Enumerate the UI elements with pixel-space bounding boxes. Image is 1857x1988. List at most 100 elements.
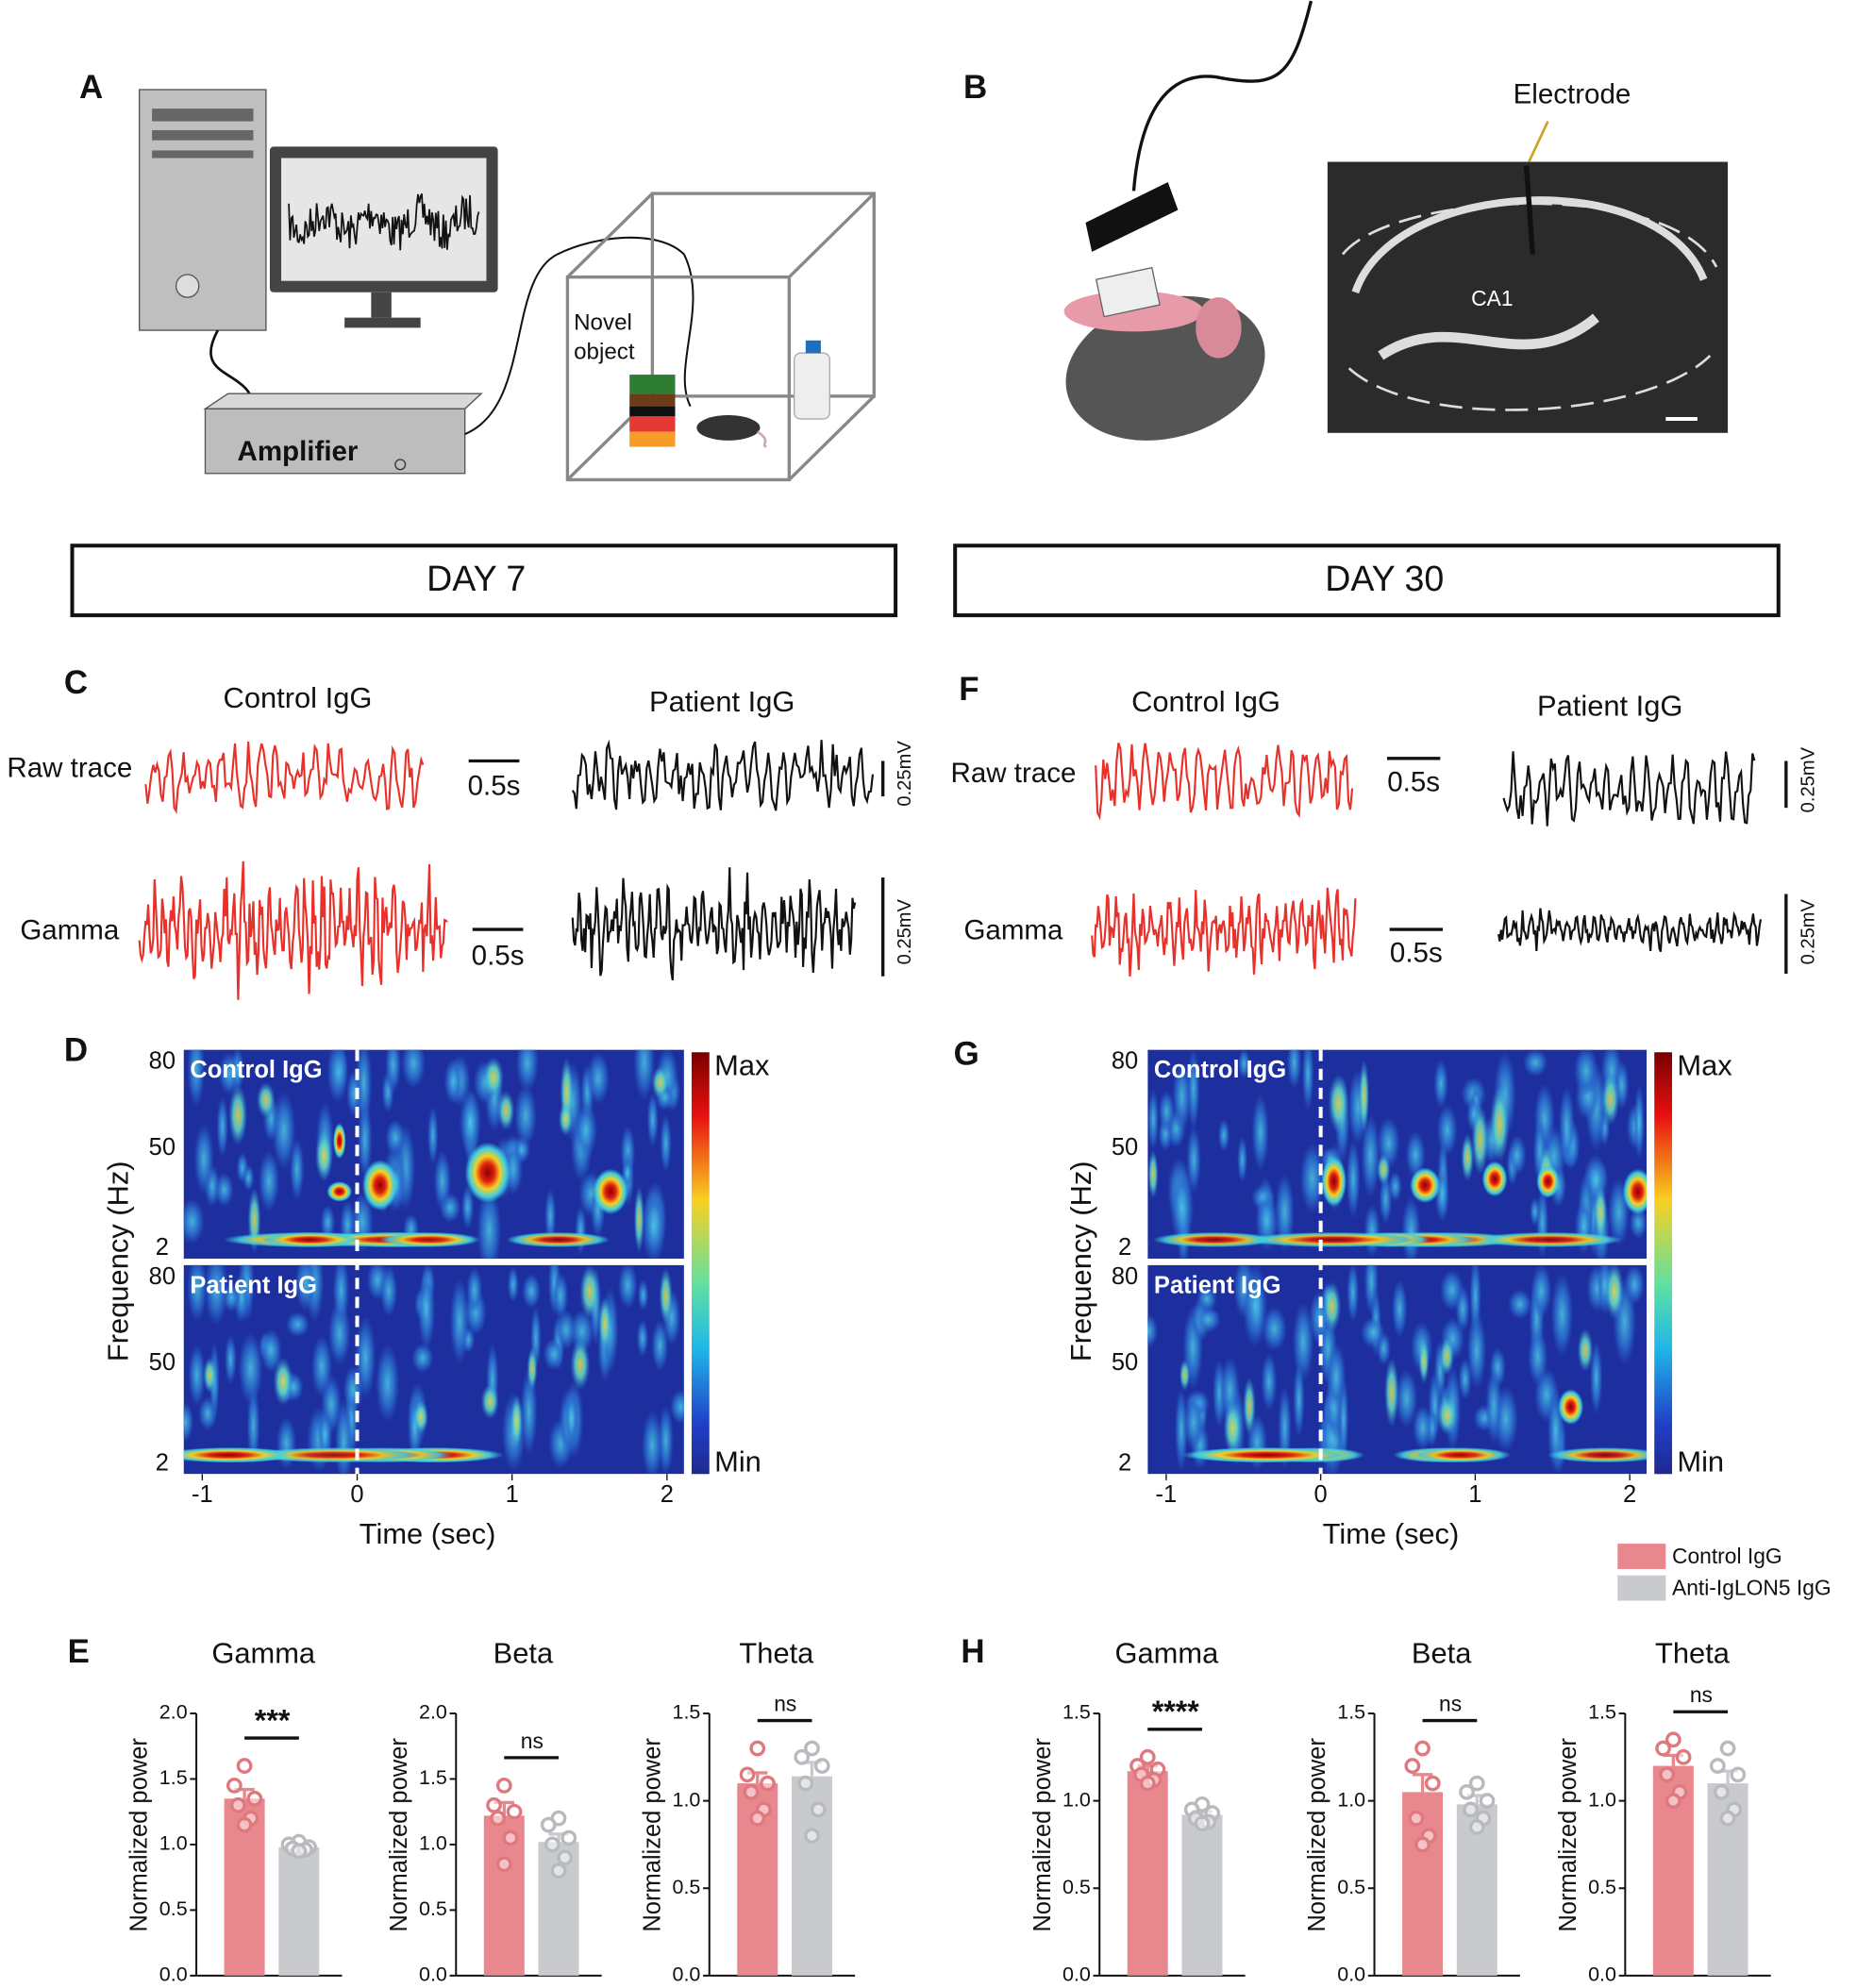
electrode-pointer [1528,120,1549,163]
spectral-blob [216,1095,228,1158]
spectral-blob [1401,1196,1421,1260]
y-tick-label: 1.0 [1588,1788,1616,1811]
hotspot [593,1168,628,1215]
spectral-blob [273,1357,293,1406]
spectrogram-label: Control IgG [190,1057,322,1083]
block [629,416,676,432]
row-label: Gamma [963,915,1063,946]
spectral-blob [214,1172,234,1208]
data-point [804,1828,820,1845]
spectral-blob [443,1058,462,1105]
data-point [1463,1801,1479,1818]
chart-title: Beta [494,1636,554,1669]
spectral-blob [598,1296,611,1352]
spectrogram [1147,1049,1648,1260]
panel-label: H [961,1633,984,1670]
y-axis-title: Normalized power [1304,1738,1330,1932]
spectral-blob [1326,1343,1347,1410]
spectral-blob [1388,1171,1402,1202]
spectral-blob [449,1278,470,1365]
spectral-blob [1405,1130,1426,1179]
connector [1095,266,1161,318]
spectral-blob [1508,1289,1532,1320]
trace [138,860,448,1000]
spectral-blob [637,1279,649,1311]
data-point [1414,1740,1430,1757]
spectral-blob [1573,1049,1598,1096]
column-label: Patient IgG [649,685,795,718]
y-tick-label: 2 [156,1449,169,1476]
data-point [550,1863,567,1879]
spectral-blob [459,1089,482,1156]
data-point [749,1740,766,1757]
spectral-blob [1147,1089,1160,1151]
spectral-blob [315,1130,333,1181]
y-tick-label: 0.5 [419,1897,447,1920]
spectral-blob [1508,1134,1527,1176]
data-point [1139,1775,1156,1792]
spectral-blob [1633,1084,1645,1161]
low-band [1411,1447,1512,1463]
trace [144,742,425,814]
spectral-blob [1183,1394,1204,1451]
data-point [490,1810,506,1827]
x-tick-label: 1 [1468,1481,1481,1508]
data-point [1408,1810,1425,1827]
panel-label: G [954,1035,979,1072]
y-tick-label: 80 [149,1048,176,1075]
spectral-blob [1485,1367,1502,1445]
spectral-blob [1471,1104,1489,1176]
ear [1196,297,1242,359]
spectral-blob [1158,1090,1176,1133]
spectral-blob [332,1264,350,1326]
spectral-blob [294,1264,316,1311]
data-point [544,1836,560,1853]
spectral-blob [228,1084,248,1146]
spectral-blob [1577,1328,1594,1372]
drive [152,109,254,122]
low-band [249,1447,423,1463]
spectral-blob [633,1185,644,1254]
spectral-blob [272,1091,296,1170]
low-band [259,1231,361,1247]
panel-label: F [959,671,979,708]
spectral-blob [204,1264,229,1327]
hotspot [361,1160,398,1211]
panel-label: E [68,1633,90,1670]
spectral-blob [1323,1281,1342,1332]
spectral-blob [1466,1311,1487,1390]
y-axis-title: Normalized power [1029,1738,1056,1932]
data-point [486,1796,502,1813]
spectral-blob [642,1411,663,1475]
spectral-blob [552,1272,569,1320]
object-label: Novel [574,310,632,336]
spectral-blob [1172,1061,1192,1132]
cap [1063,291,1204,332]
y-tick-label: 1.0 [159,1832,188,1855]
spectral-blob [411,1343,434,1373]
data-point [1468,1819,1485,1835]
day-label: DAY 7 [427,559,526,598]
spectral-blob [1237,1136,1247,1183]
significance-label: ns [521,1729,544,1753]
y-axis-title: Normalized power [639,1738,665,1932]
data-point [495,1778,512,1794]
trace [1502,751,1756,827]
x-tick-label: -1 [1156,1481,1178,1508]
spectral-blob [320,1204,336,1241]
spectral-blob [1147,1149,1159,1199]
tail [756,430,767,448]
hotspot [464,1142,510,1204]
y-tick-label: 1.5 [1062,1701,1091,1724]
spectral-blob [427,1105,439,1166]
y-tick-label: 0.0 [1337,1963,1365,1986]
spectral-blob [379,1264,398,1317]
day-label: DAY 30 [1325,559,1444,598]
data-point [540,1816,557,1833]
chart-title: Theta [1655,1636,1731,1669]
bar [1181,1814,1223,1976]
colorbar [1654,1052,1673,1475]
spectral-blob [1238,1049,1250,1079]
spectral-blob [385,1049,402,1094]
spectral-blob [238,1332,263,1405]
